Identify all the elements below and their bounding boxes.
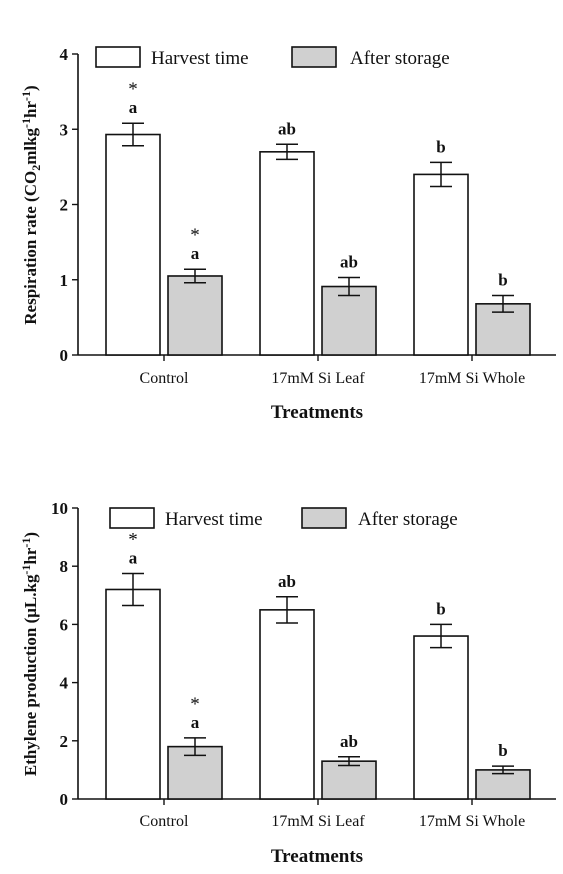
y-tick-label: 2 xyxy=(60,732,69,751)
legend: Harvest time After storage xyxy=(109,507,458,530)
x-tick-label: 17mM Si Leaf xyxy=(271,813,365,830)
chart-panel-2: 0 2 4 6 8 10 Control 17mM Si Leaf 17mM Si Whole a… xyxy=(19,499,556,867)
significance-star: * xyxy=(190,694,200,715)
bar xyxy=(321,285,377,356)
bar xyxy=(105,133,161,356)
y-tick-label: 10 xyxy=(51,499,68,518)
x-tick-label: 17mM Si Leaf xyxy=(271,370,365,387)
significance-star: * xyxy=(190,225,200,246)
significance-label: b xyxy=(436,137,445,156)
bar xyxy=(413,635,469,800)
y-tick-label: 2 xyxy=(60,196,69,215)
x-tick-label: Control xyxy=(140,813,189,830)
legend-entry: Harvest time xyxy=(165,509,263,530)
y-tick-label: 0 xyxy=(60,346,69,365)
legend-swatch xyxy=(291,46,337,68)
bar xyxy=(475,769,531,800)
bar xyxy=(413,173,469,356)
bar xyxy=(259,609,315,800)
legend-entry: After storage xyxy=(350,48,450,69)
x-axis-label: Treatments xyxy=(271,846,363,867)
legend-entry: After storage xyxy=(358,509,458,530)
bar xyxy=(321,760,377,800)
significance-label: ab xyxy=(278,572,296,591)
x-axis-label: Treatments xyxy=(271,402,363,423)
bar xyxy=(105,588,161,800)
x-tick-label: 17mM Si Whole xyxy=(419,370,525,387)
y-axis-label: Ethylene production (μL.kg-1hr-1) xyxy=(19,532,40,776)
significance-label: a xyxy=(129,548,138,567)
legend: Harvest time After storage xyxy=(95,46,450,69)
significance-label: a xyxy=(191,244,200,263)
y-tick-label: 4 xyxy=(60,45,69,64)
legend-entry: Harvest time xyxy=(151,48,249,69)
significance-label: b xyxy=(498,741,507,760)
y-tick-label: 0 xyxy=(60,790,69,809)
significance-label: ab xyxy=(278,119,296,138)
y-tick-label: 3 xyxy=(60,120,69,139)
significance-label: a xyxy=(191,713,200,732)
y-axis-label: Respiration rate (CO2mlkg-1hr-1) xyxy=(19,85,43,324)
legend-swatch xyxy=(301,507,347,529)
significance-star: * xyxy=(128,79,138,100)
significance-label: ab xyxy=(340,732,358,751)
y-tick-label: 8 xyxy=(60,557,69,576)
significance-label: b xyxy=(498,271,507,290)
significance-label: b xyxy=(436,599,445,618)
y-tick-label: 6 xyxy=(60,615,69,634)
legend-swatch xyxy=(109,507,155,529)
significance-label: a xyxy=(129,98,138,117)
bar xyxy=(259,151,315,356)
y-tick-label: 4 xyxy=(60,674,69,693)
legend-swatch xyxy=(95,46,141,68)
y-tick-label: 1 xyxy=(60,271,69,290)
significance-star: * xyxy=(128,529,138,550)
significance-label: ab xyxy=(340,252,358,271)
bar xyxy=(167,275,223,356)
x-tick-label: Control xyxy=(140,370,189,387)
x-tick-label: 17mM Si Whole xyxy=(419,813,525,830)
